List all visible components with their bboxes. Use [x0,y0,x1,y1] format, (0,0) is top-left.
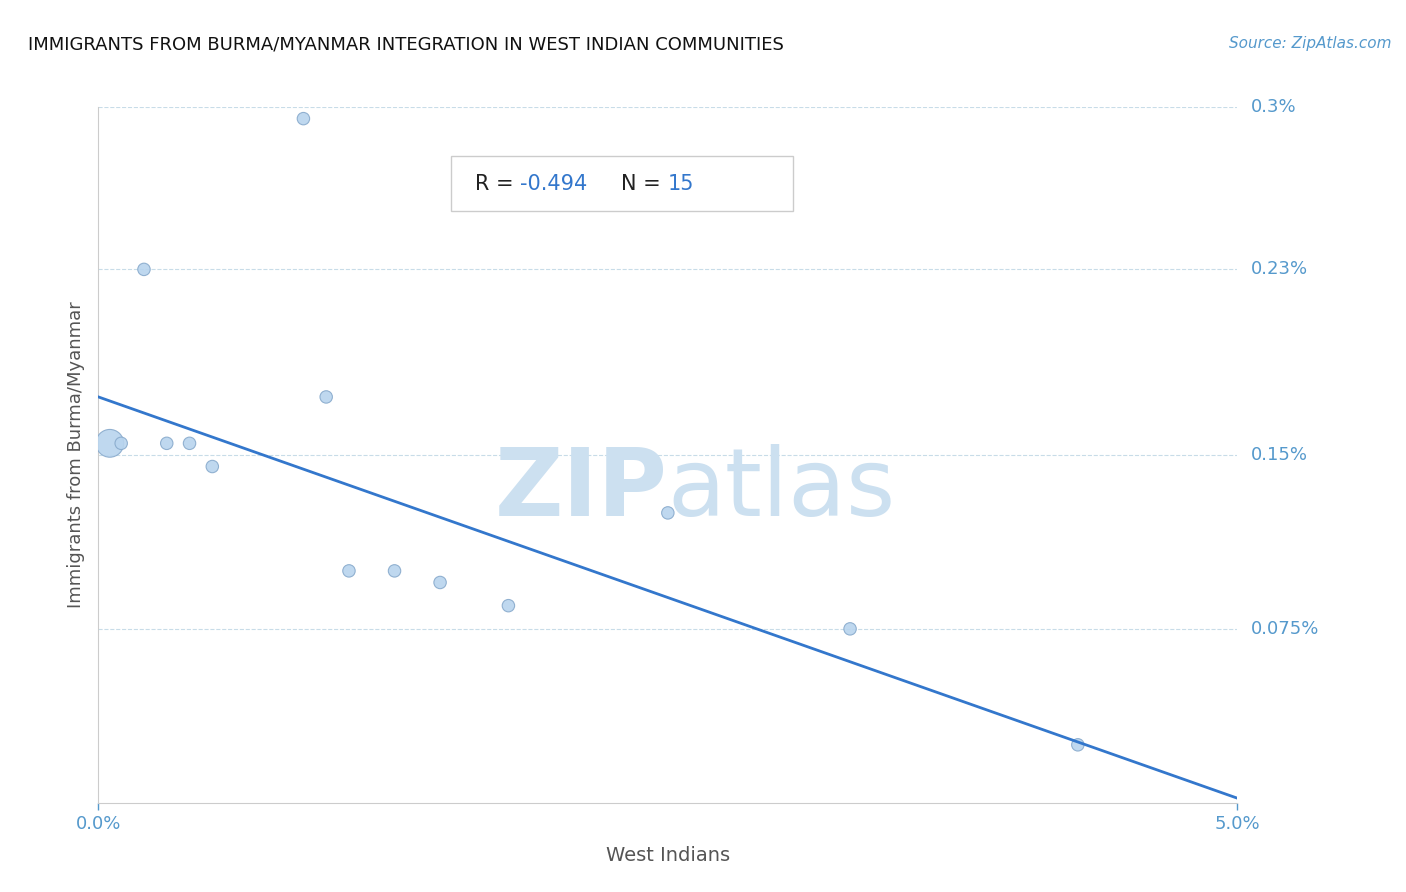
Text: ZIP: ZIP [495,443,668,536]
X-axis label: West Indians: West Indians [606,847,730,865]
Point [132,262,155,277]
Point [498,599,520,613]
Point [384,564,406,578]
Point [292,112,315,126]
Text: N =: N = [621,174,668,194]
Point [315,390,337,404]
Text: -0.494: -0.494 [520,174,588,194]
Point [657,506,679,520]
Text: atlas: atlas [668,443,896,536]
Point [201,459,224,474]
Text: IMMIGRANTS FROM BURMA/MYANMAR INTEGRATION IN WEST INDIAN COMMUNITIES: IMMIGRANTS FROM BURMA/MYANMAR INTEGRATIO… [28,36,785,54]
Point [98,436,121,450]
Text: 0.3%: 0.3% [1251,98,1296,116]
Point [429,575,451,590]
Point [179,436,201,450]
Point [110,436,132,450]
Point [1067,738,1090,752]
Point [156,436,179,450]
FancyBboxPatch shape [451,156,793,211]
Point [337,564,360,578]
Text: 0.23%: 0.23% [1251,260,1309,278]
Text: 0.15%: 0.15% [1251,446,1308,464]
Text: R =: R = [475,174,520,194]
Y-axis label: Immigrants from Burma/Myanmar: Immigrants from Burma/Myanmar [66,301,84,608]
Point [839,622,862,636]
Text: 0.075%: 0.075% [1251,620,1320,638]
Text: Source: ZipAtlas.com: Source: ZipAtlas.com [1229,36,1392,51]
Text: 15: 15 [668,174,695,194]
